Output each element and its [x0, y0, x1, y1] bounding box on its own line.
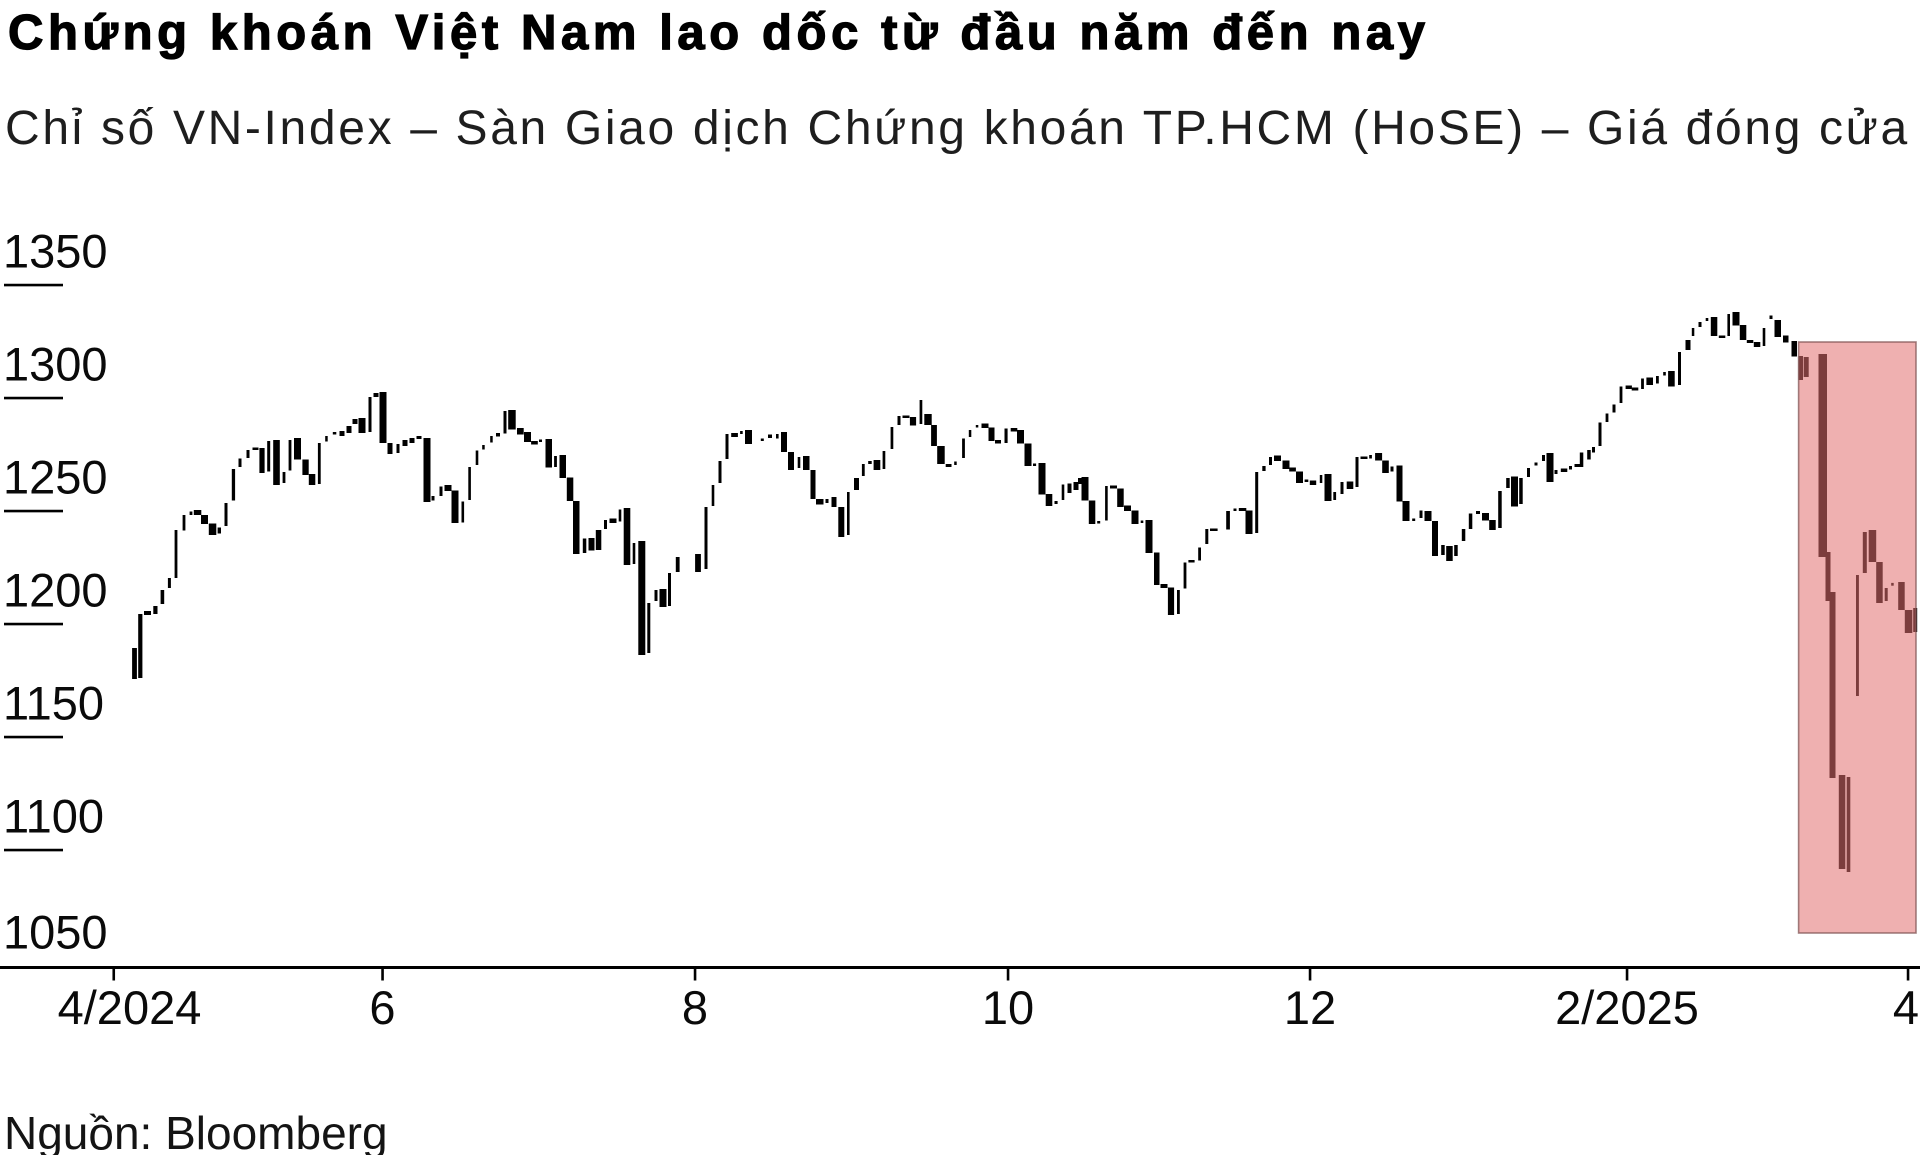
svg-text:1300: 1300 — [3, 338, 108, 391]
svg-text:12: 12 — [1284, 981, 1336, 1034]
svg-text:Chỉ số VN-Index – Sàn Giao dịc: Chỉ số VN-Index – Sàn Giao dịch Chứng kh… — [5, 102, 1910, 155]
svg-text:1250: 1250 — [3, 451, 108, 504]
svg-text:10: 10 — [982, 981, 1034, 1034]
svg-text:8: 8 — [682, 981, 708, 1034]
svg-text:1150: 1150 — [3, 677, 104, 730]
svg-text:1350: 1350 — [3, 225, 108, 278]
svg-text:1100: 1100 — [3, 790, 104, 843]
svg-text:4/2024: 4/2024 — [58, 981, 202, 1034]
svg-text:Nguồn: Bloomberg: Nguồn: Bloomberg — [4, 1107, 388, 1155]
svg-text:1200: 1200 — [3, 564, 108, 617]
svg-text:1050: 1050 — [3, 906, 108, 959]
svg-text:2/2025: 2/2025 — [1555, 981, 1699, 1034]
svg-text:Chứng khoán Việt Nam lao dốc t: Chứng khoán Việt Nam lao dốc từ đầu năm … — [8, 6, 1430, 60]
svg-text:6: 6 — [369, 981, 395, 1034]
svg-text:4: 4 — [1893, 981, 1919, 1034]
